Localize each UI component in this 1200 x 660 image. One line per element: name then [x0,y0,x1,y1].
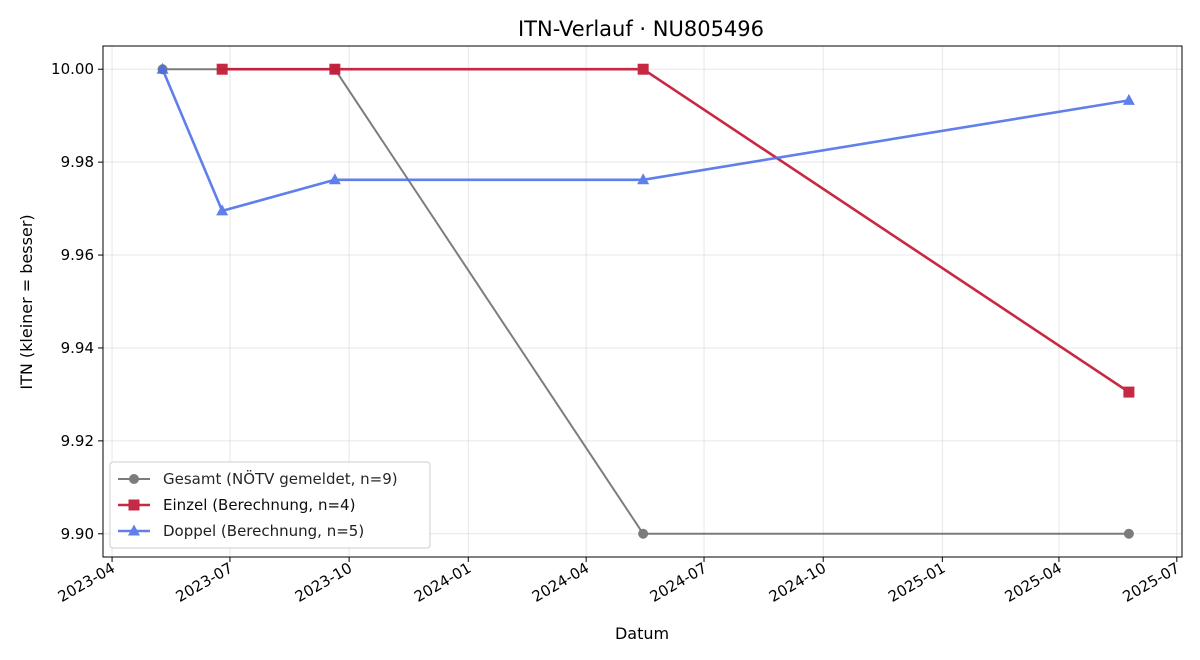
y-tick-label: 9.90 [61,525,94,543]
legend-item: Doppel (Berechnung, n=5) [118,522,364,540]
legend-marker-triangle [128,524,140,536]
data-point-triangle [328,173,341,185]
legend-label: Gesamt (NÖTV gemeldet, n=9) [163,469,398,488]
data-point-triangle [637,173,650,185]
y-tick-label: 9.98 [61,153,94,171]
legend-item: Gesamt (NÖTV gemeldet, n=9) [118,469,398,488]
data-point-circle [638,528,649,539]
series-layer [156,62,1135,539]
data-point-square [1123,386,1135,398]
series-square [216,63,1135,398]
y-tick-label: 9.92 [61,432,94,450]
y-tick-label: 9.94 [61,339,94,357]
x-axis-label: Datum [615,624,669,643]
plot-frame [102,45,1183,558]
y-axis-ticks: 9.90 9.92 9.94 9.96 9.98 10.00 [51,60,103,543]
series-line [222,67,1130,394]
legend-box [109,461,431,549]
legend-marker-square [128,499,140,511]
data-point-square [637,63,649,75]
legend: Gesamt (NÖTV gemeldet, n=9) Einzel (Berec… [109,461,431,549]
data-point-triangle [156,62,169,74]
data-point-circle [1123,528,1134,539]
data-point-square [216,63,228,75]
legend-label: Einzel (Berechnung, n=4) [163,496,355,514]
legend-item: Einzel (Berechnung, n=4) [118,496,355,514]
y-tick-label: 9.96 [61,246,94,264]
data-point-square [329,63,341,75]
y-axis-label: ITN (kleiner = besser) [17,214,36,389]
y-tick-label: 10.00 [51,60,94,78]
data-point-triangle [216,204,229,216]
legend-marker-circle [129,474,139,484]
chart-title: ITN-Verlauf · NU805496 [518,17,764,41]
data-point-triangle [1122,93,1135,105]
series-triangle [156,62,1135,216]
legend-label: Doppel (Berechnung, n=5) [163,522,364,540]
